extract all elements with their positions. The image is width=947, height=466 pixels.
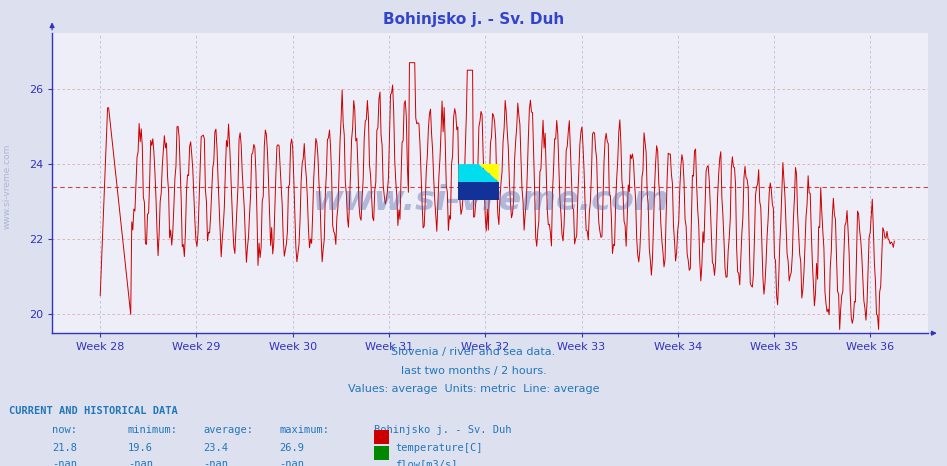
Text: -nan: -nan — [279, 459, 304, 466]
Text: flow[m3/s]: flow[m3/s] — [395, 459, 457, 466]
Text: Bohinjsko j. - Sv. Duh: Bohinjsko j. - Sv. Duh — [383, 12, 564, 27]
Polygon shape — [458, 164, 499, 182]
Text: 21.8: 21.8 — [52, 443, 77, 452]
Bar — [458, 182, 499, 200]
Text: -nan: -nan — [52, 459, 77, 466]
Text: CURRENT AND HISTORICAL DATA: CURRENT AND HISTORICAL DATA — [9, 406, 178, 416]
Text: temperature[C]: temperature[C] — [395, 443, 482, 452]
Text: average:: average: — [204, 425, 254, 435]
Text: now:: now: — [52, 425, 77, 435]
Text: www.si-vreme.com: www.si-vreme.com — [312, 185, 669, 218]
Polygon shape — [478, 164, 499, 182]
Text: last two months / 2 hours.: last two months / 2 hours. — [401, 366, 546, 376]
Text: 26.9: 26.9 — [279, 443, 304, 452]
Text: -nan: -nan — [204, 459, 228, 466]
Text: -nan: -nan — [128, 459, 152, 466]
Text: minimum:: minimum: — [128, 425, 178, 435]
Text: 19.6: 19.6 — [128, 443, 152, 452]
Text: 23.4: 23.4 — [204, 443, 228, 452]
Text: Bohinjsko j. - Sv. Duh: Bohinjsko j. - Sv. Duh — [374, 425, 511, 435]
Text: Values: average  Units: metric  Line: average: Values: average Units: metric Line: aver… — [348, 384, 599, 394]
Text: www.si-vreme.com: www.si-vreme.com — [3, 144, 12, 229]
Text: maximum:: maximum: — [279, 425, 330, 435]
Text: Slovenia / river and sea data.: Slovenia / river and sea data. — [391, 347, 556, 357]
